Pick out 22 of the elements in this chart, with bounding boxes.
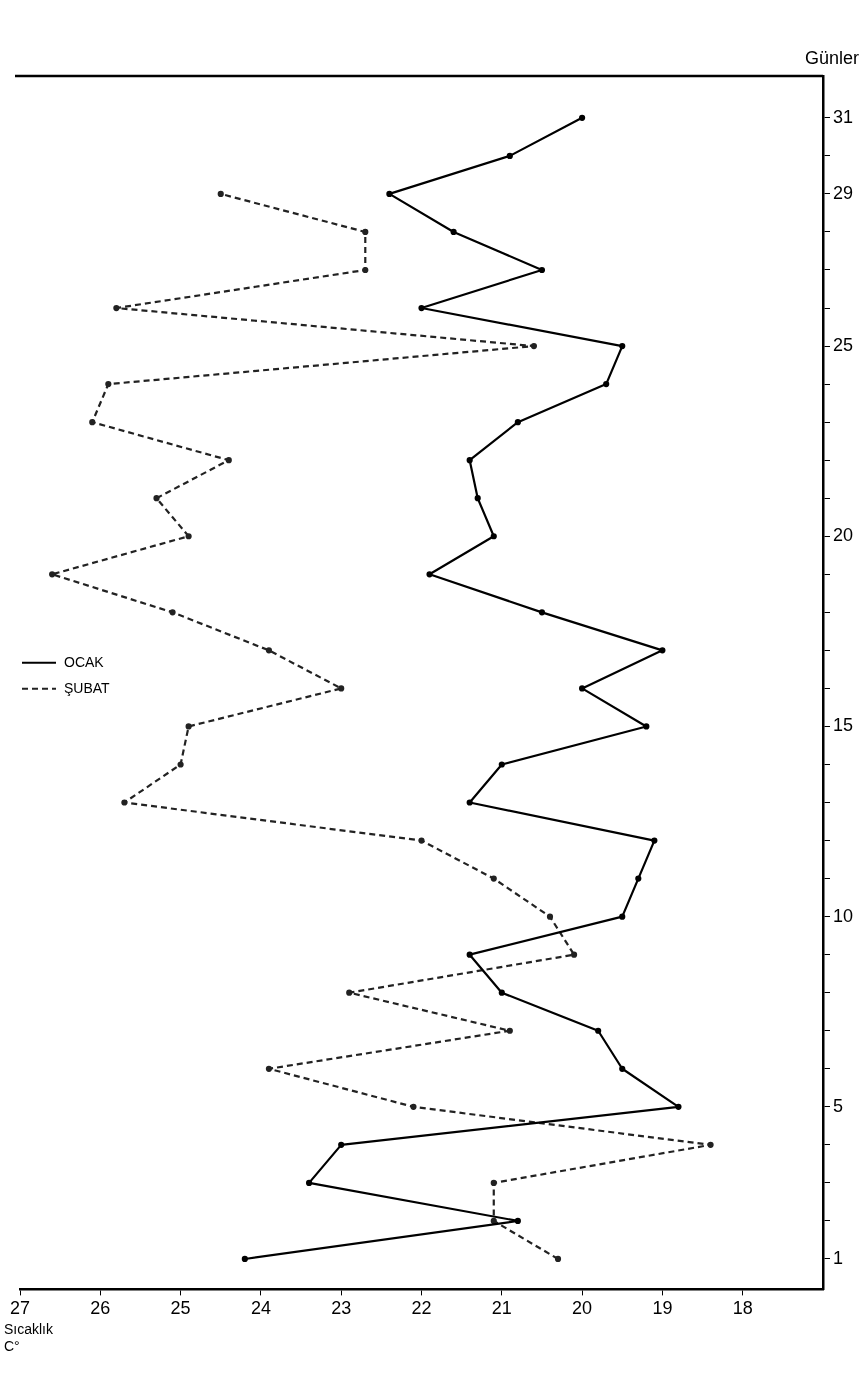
- y-tick-label: 5: [833, 1095, 844, 1116]
- y-tick-label: 20: [833, 525, 854, 546]
- y-tick-label: 25: [833, 335, 854, 356]
- legend-label: OCAK: [64, 653, 105, 670]
- x-axis-title: Sıcaklık C°: [4, 1321, 55, 1355]
- x-tick-label: 20: [572, 1298, 593, 1319]
- y-tick-label: 31: [833, 106, 854, 127]
- x-tick-label: 23: [331, 1298, 352, 1319]
- x-tick-label: 25: [170, 1298, 191, 1319]
- x-tick-label: 27: [9, 1298, 31, 1319]
- y-tick-label: 1: [833, 1247, 844, 1268]
- x-tick-label: 18: [732, 1298, 753, 1319]
- x-tick-label: 22: [411, 1298, 432, 1319]
- x-tick-label: 19: [652, 1298, 673, 1319]
- x-tick-label: 26: [90, 1298, 111, 1319]
- y-tick-label: 10: [833, 905, 854, 926]
- y-tick-label: 29: [833, 182, 854, 203]
- x-tick-label: 21: [491, 1298, 512, 1319]
- x-tick-label: 24: [250, 1298, 271, 1319]
- legend-label: ŞUBAT: [64, 679, 111, 696]
- y-axis-title: Günler: [804, 47, 859, 68]
- y-tick-label: 15: [833, 715, 854, 736]
